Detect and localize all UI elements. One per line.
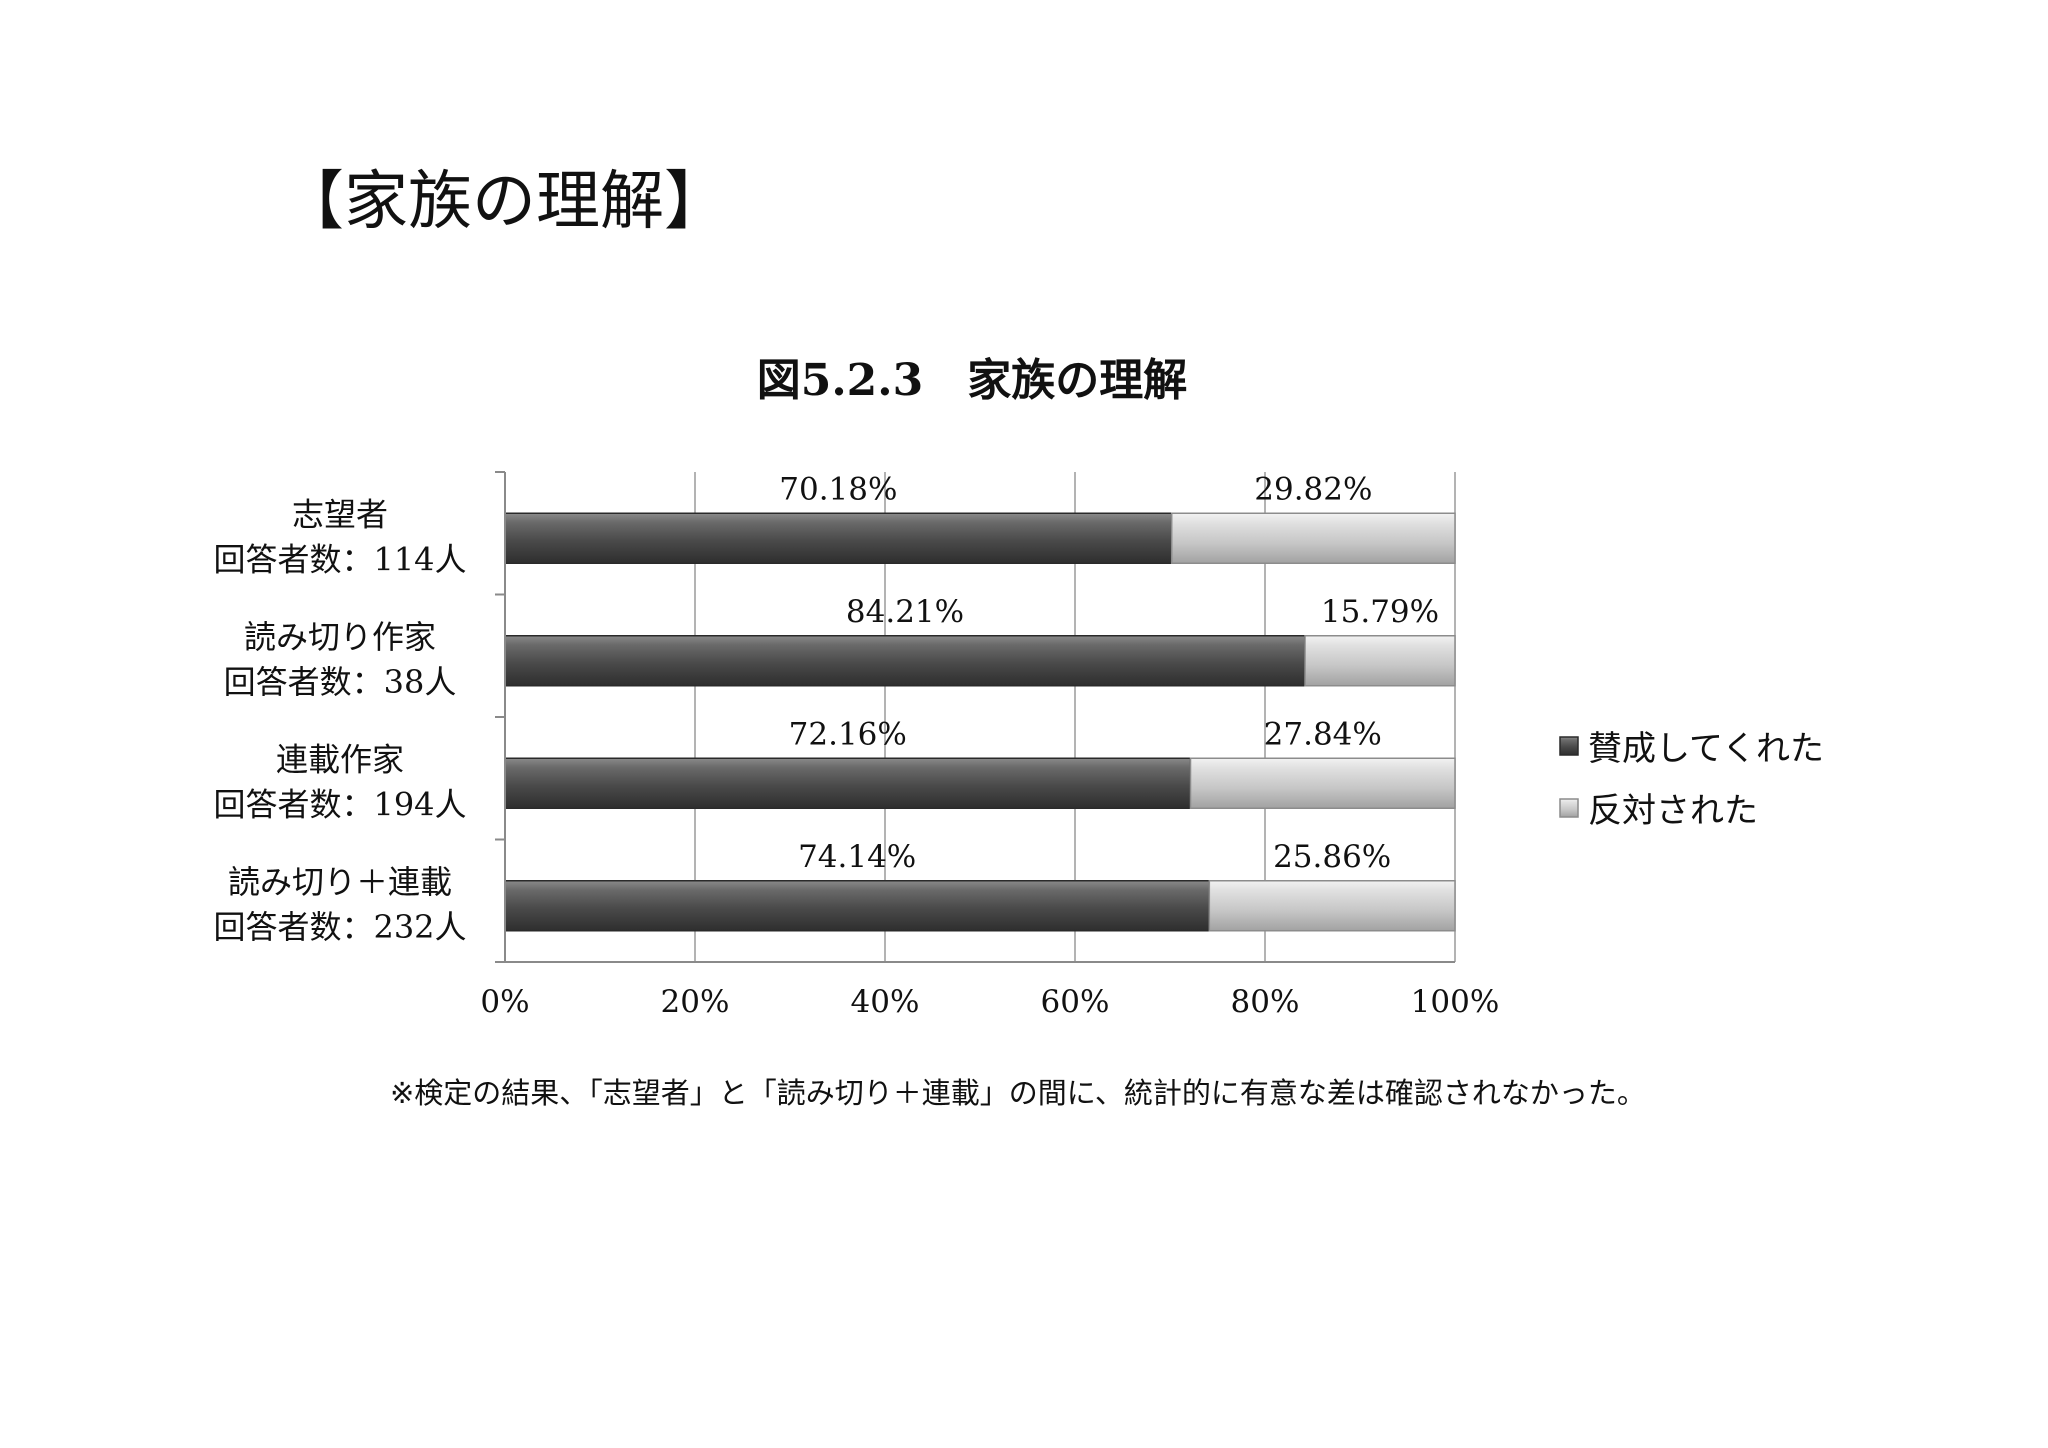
- footnote: ※検定の結果、「志望者」と「読み切り＋連載」の間に、統計的に有意な差は確認されな…: [390, 1076, 1646, 1110]
- x-tick-label: 0%: [480, 984, 529, 1020]
- data-label: 70.18%: [779, 471, 897, 507]
- label-layer: 70.18% 29.82% 84.21% 15.79% 72.16% 27.84% 74.1…: [779, 471, 1439, 875]
- data-label: 29.82%: [1254, 471, 1372, 507]
- bar-segment-opposed: [1189, 757, 1456, 809]
- legend-swatch: [1559, 736, 1579, 756]
- data-label: 84.21%: [846, 594, 964, 630]
- legend-label: 反対された: [1588, 791, 1758, 831]
- bar-segment-approved: [504, 757, 1192, 809]
- bar-segment-opposed: [1304, 635, 1456, 687]
- x-tick-label: 20%: [661, 984, 730, 1020]
- category-label: 読み切り作家: [244, 618, 436, 656]
- bar-segment-opposed: [1170, 512, 1456, 564]
- axis-layer: 0% 20% 40% 60% 80% 100% 志望者回答者数：114人読み切り作家回答者数…: [213, 471, 1500, 1020]
- bar-layer: [504, 512, 1456, 932]
- category-respondents-label: 回答者数：232人: [213, 908, 466, 946]
- legend-swatch: [1559, 798, 1579, 818]
- x-tick-label: 80%: [1231, 984, 1300, 1020]
- page-heading: 【家族の理解】: [280, 165, 728, 239]
- chart-title: 図5.2.3 家族の理解: [757, 355, 1187, 406]
- bar-segment-opposed: [1208, 880, 1456, 932]
- data-label: 25.86%: [1273, 839, 1391, 875]
- category-respondents-label: 回答者数：38人: [224, 663, 457, 701]
- data-label: 27.84%: [1264, 716, 1382, 752]
- category-label: 読み切り＋連載: [228, 863, 452, 901]
- data-label: 15.79%: [1321, 594, 1439, 630]
- legend-label: 賛成してくれた: [1588, 729, 1824, 769]
- category-respondents-label: 回答者数：114人: [213, 540, 466, 578]
- data-label: 74.14%: [798, 839, 916, 875]
- category-label: 志望者: [292, 495, 388, 533]
- bar-segment-approved: [504, 635, 1306, 687]
- bar-segment-approved: [504, 880, 1211, 932]
- x-tick-label: 40%: [851, 984, 920, 1020]
- bar-segment-approved: [504, 512, 1173, 564]
- category-label: 連載作家: [276, 740, 404, 778]
- category-respondents-label: 回答者数：194人: [213, 785, 466, 823]
- data-label: 72.16%: [789, 716, 907, 752]
- x-tick-label: 100%: [1411, 984, 1500, 1020]
- x-tick-label: 60%: [1041, 984, 1110, 1020]
